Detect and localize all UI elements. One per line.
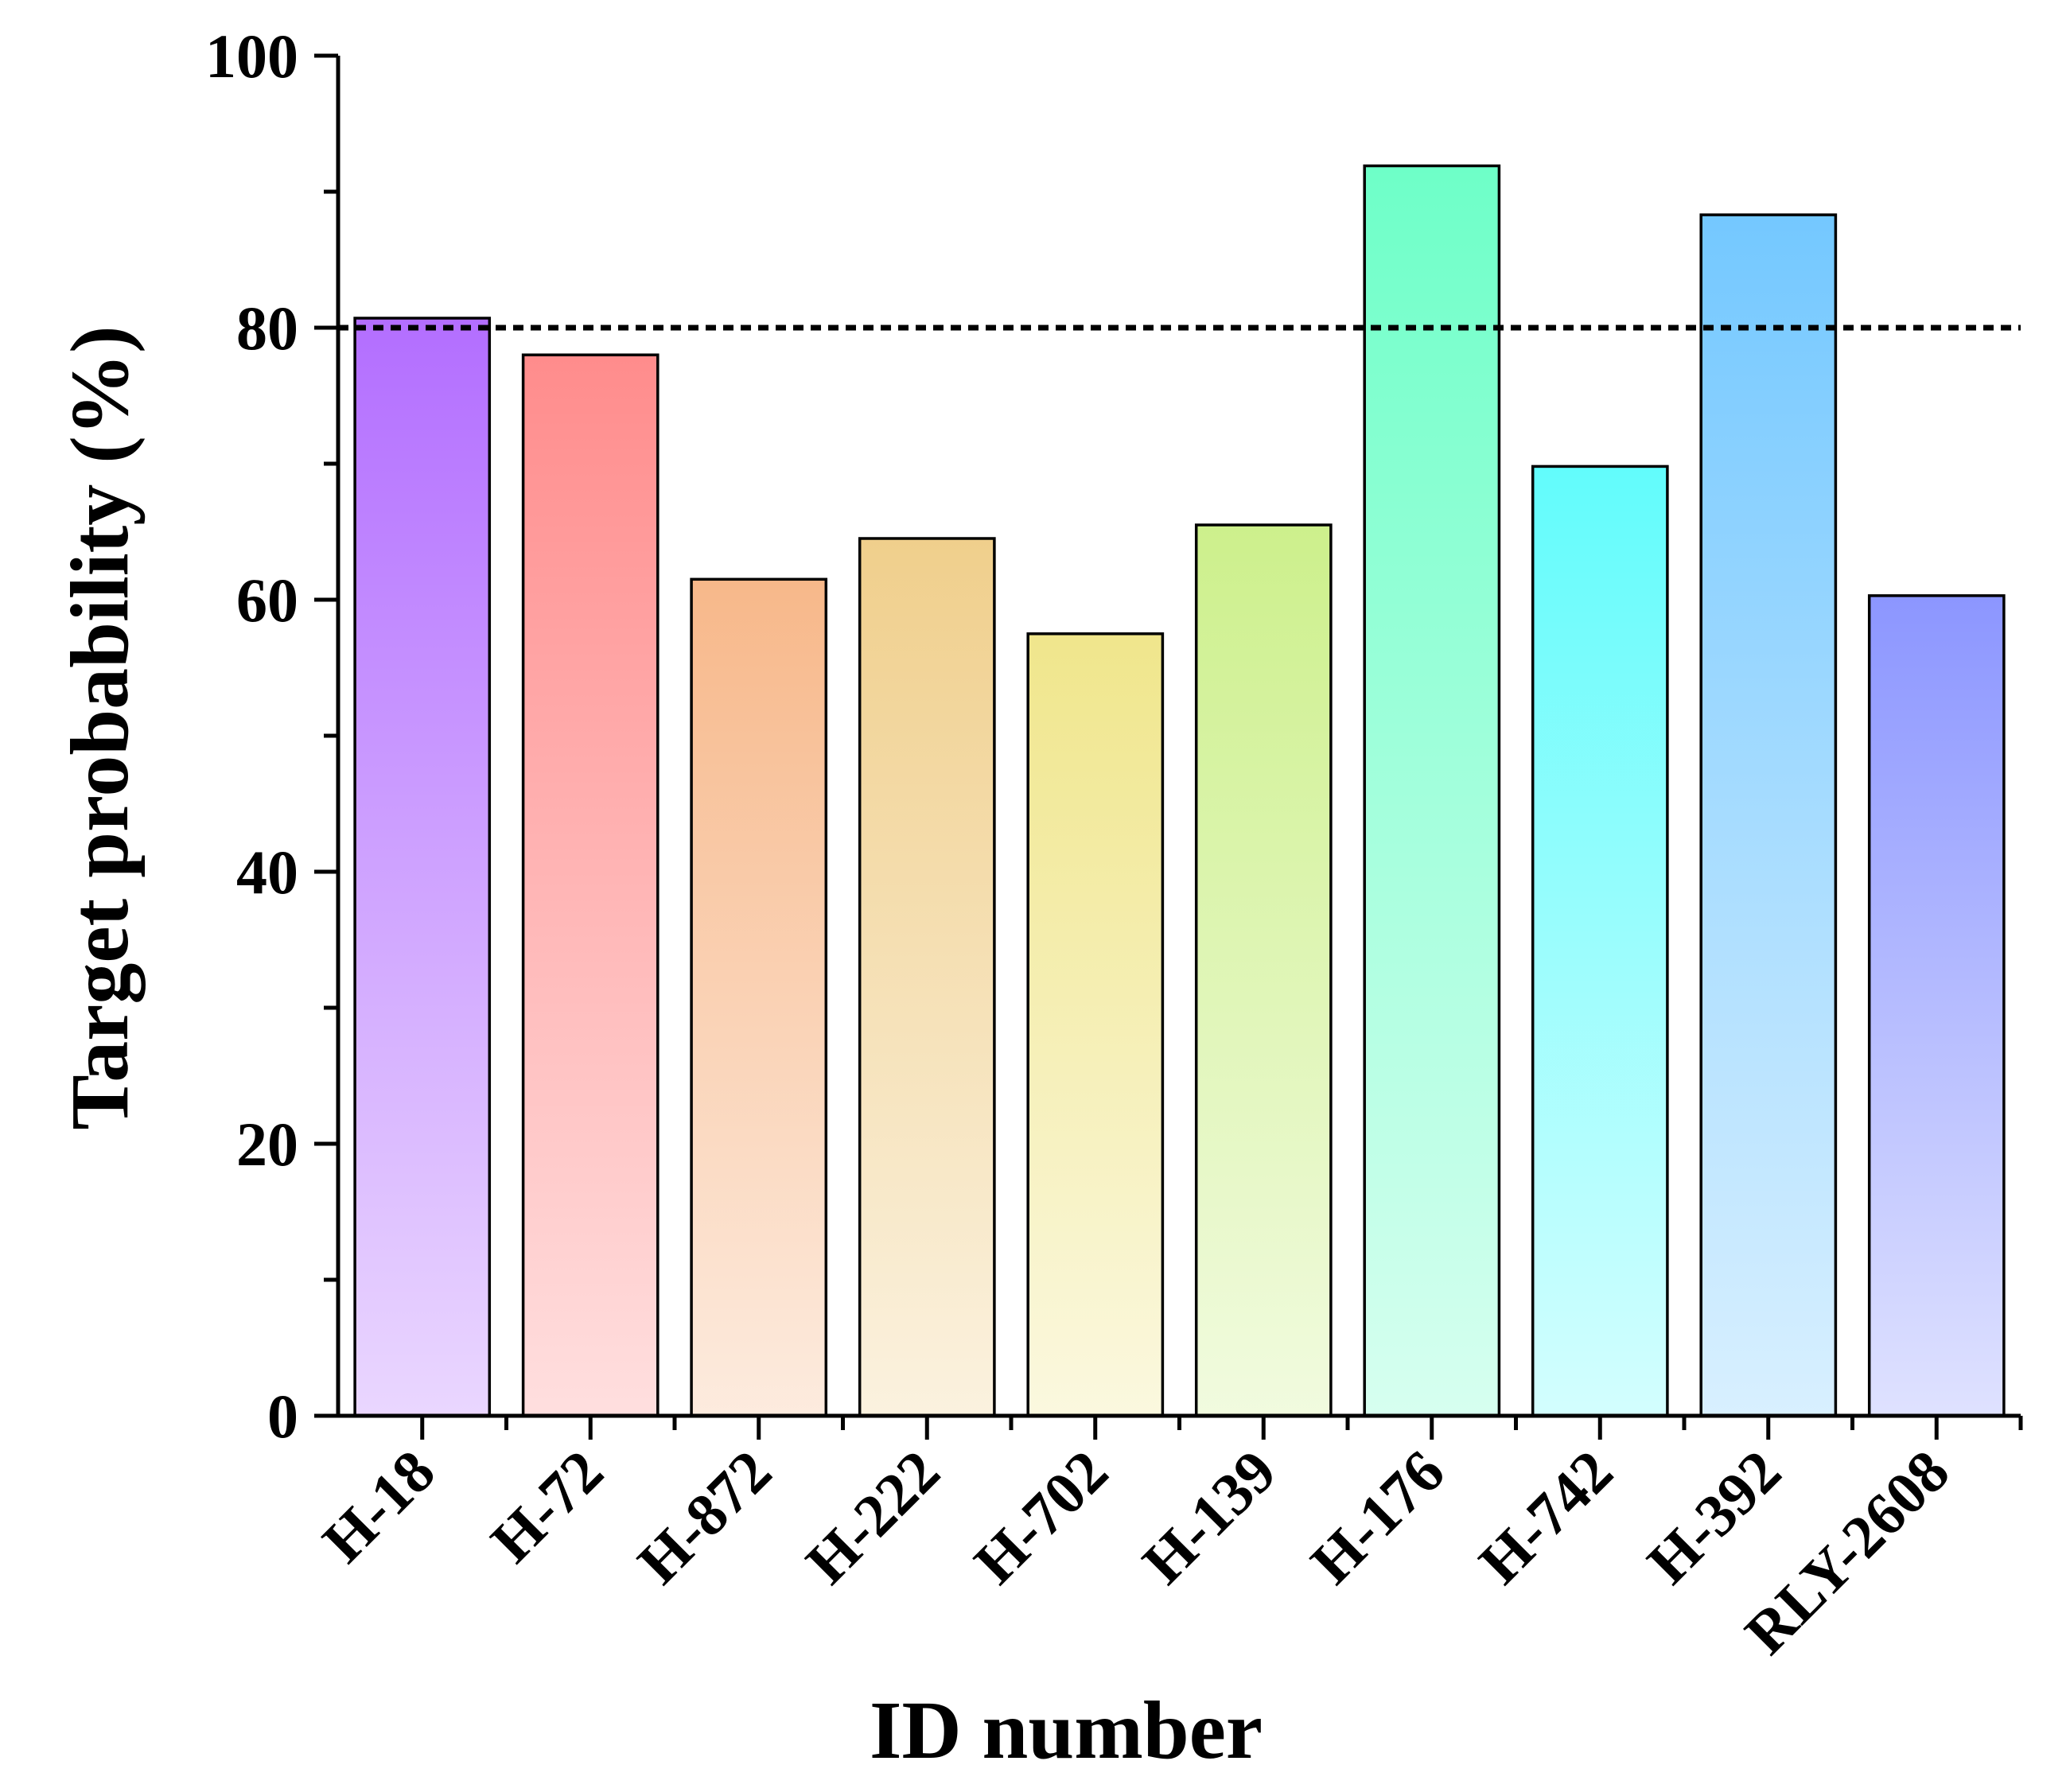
bars-group (353, 164, 2006, 1417)
axes-group (314, 53, 2023, 1440)
y-tick-label: 20 (236, 1110, 298, 1179)
y-tick-label: 100 (205, 21, 298, 91)
y-tick-labels: 0 20 40 60 80 100 (205, 21, 298, 1451)
x-tick-label: H-392 (1635, 1438, 1794, 1597)
x-axis-title: ID number (870, 1685, 1263, 1776)
bar-h-392 (1699, 213, 1838, 1417)
bar-rly-2608 (1867, 594, 2006, 1417)
x-tick-label: H-139 (1130, 1438, 1290, 1597)
bar-h-18 (353, 317, 492, 1417)
y-tick-label: 0 (267, 1382, 298, 1451)
y-tick-label: 60 (236, 566, 298, 635)
y-axis-title: Target probability (%) (54, 325, 146, 1129)
bar-h-222 (858, 537, 996, 1417)
x-tick-labels: H-18 H-72 H-872 H-222 H-702 H-139 H-176 H-742 H-… (310, 1438, 1962, 1667)
bar-h-72 (521, 353, 660, 1417)
bar-h-702 (1026, 632, 1165, 1417)
x-tick-label: H-176 (1298, 1438, 1457, 1597)
x-tick-label: H-702 (962, 1438, 1121, 1597)
x-tick-label: H-72 (478, 1438, 616, 1576)
bar-h-872 (690, 577, 828, 1417)
x-tick-label: H-18 (310, 1438, 448, 1576)
y-tick-label: 40 (236, 838, 298, 907)
bar-h-139 (1194, 523, 1333, 1417)
x-tick-label: H-872 (625, 1438, 784, 1597)
x-tick-label: H-222 (794, 1438, 953, 1597)
y-tick-label: 80 (236, 293, 298, 363)
x-tick-label: H-742 (1467, 1438, 1626, 1597)
bar-h-176 (1363, 164, 1501, 1417)
bar-h-742 (1531, 465, 1669, 1417)
